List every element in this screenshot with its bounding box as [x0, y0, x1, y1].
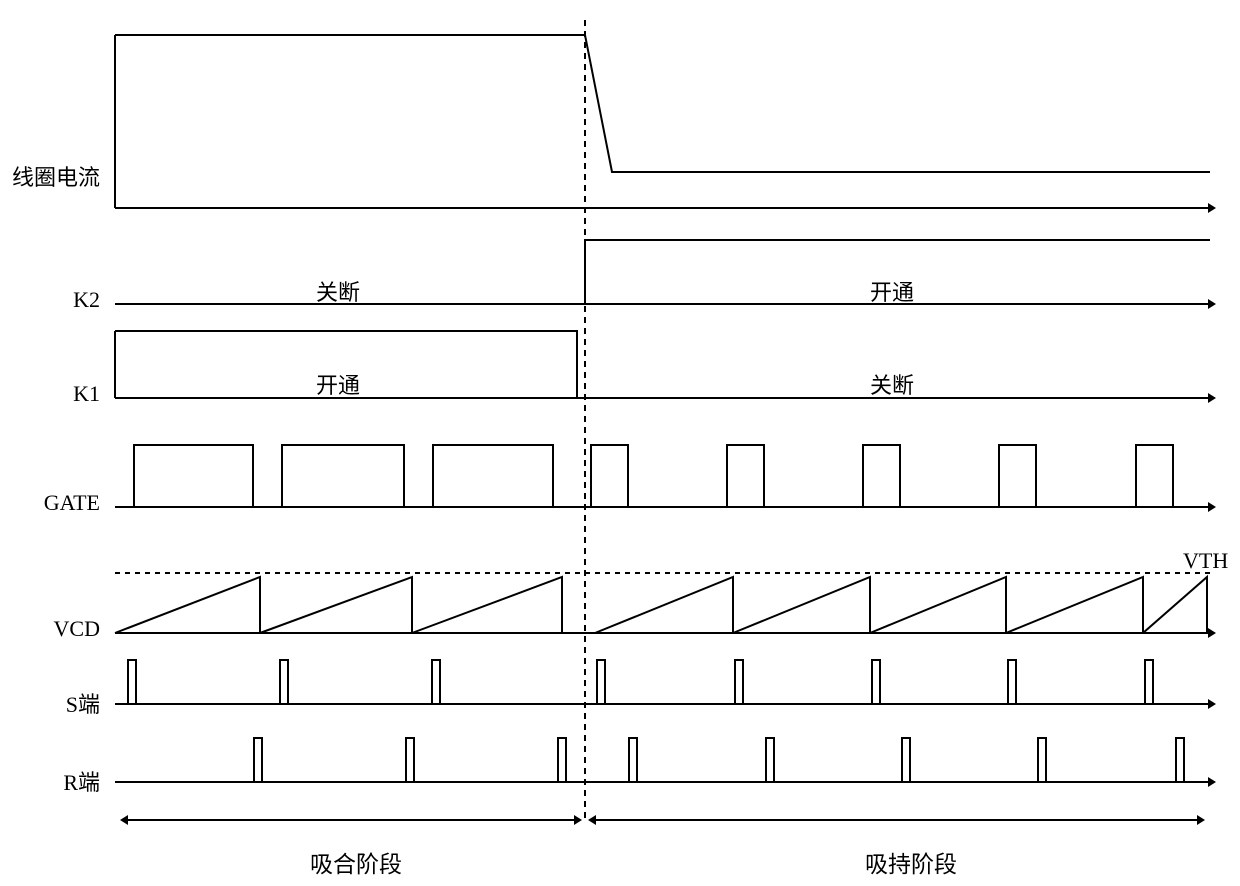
label-VTH: VTH — [1183, 548, 1228, 574]
K2-state-off: 关断 — [316, 275, 360, 307]
label-VCD: VCD — [0, 616, 100, 642]
phase-left: 吸合阶段 — [310, 845, 402, 879]
label-K1: K1 — [0, 381, 100, 407]
label-K2: K2 — [0, 287, 100, 313]
label-coil-current: 线圈电流 — [0, 160, 100, 192]
label-R: R端 — [0, 765, 100, 797]
K1-state-off: 关断 — [870, 368, 914, 400]
K1-state-on: 开通 — [316, 368, 360, 400]
phase-right: 吸持阶段 — [865, 845, 957, 879]
timing-diagram: 线圈电流 K2 K1 GATE VCD S端 R端 关断 开通 开通 关断 VT… — [0, 0, 1240, 886]
K2-state-on: 开通 — [870, 275, 914, 307]
diagram-svg — [0, 0, 1240, 886]
label-GATE: GATE — [0, 490, 100, 516]
label-S: S端 — [0, 687, 100, 719]
